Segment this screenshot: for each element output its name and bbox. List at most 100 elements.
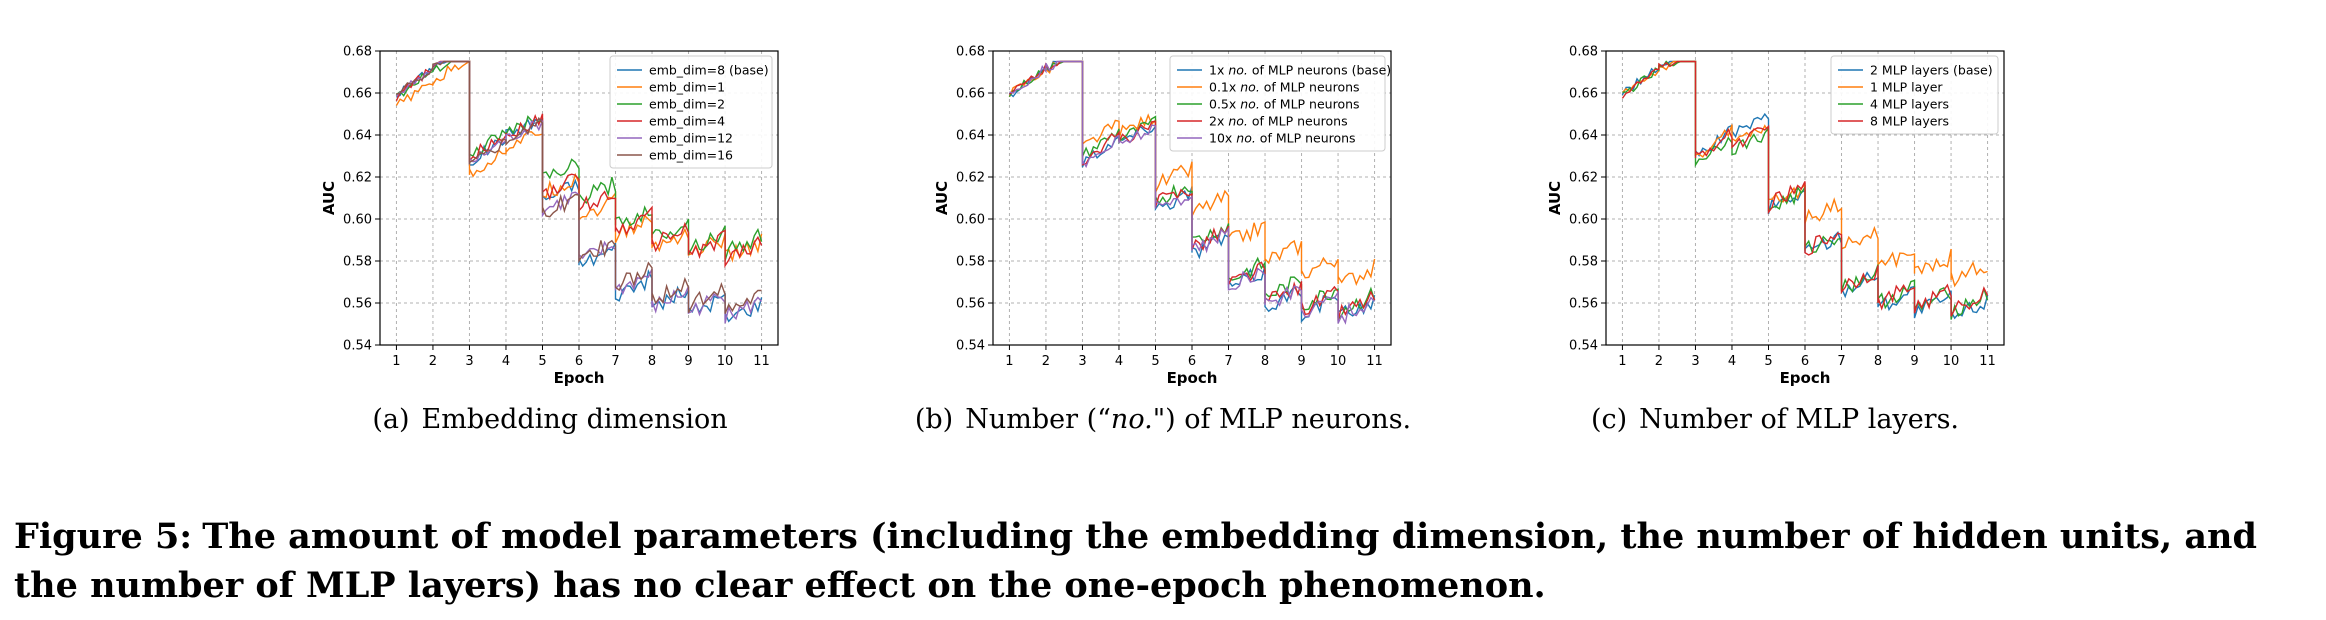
x-tick-label: 8	[1874, 354, 1882, 369]
y-tick-label: 0.54	[1569, 339, 1598, 354]
y-tick-label: 0.68	[343, 45, 372, 60]
plot-frame	[1605, 50, 2005, 346]
legend-entry: emb_dim=8 (base)	[649, 63, 769, 78]
y-tick-label: 0.54	[343, 339, 372, 354]
figure-charts: 1 2 3 4 5 6 7 8 9 10 11 0.54 0.56 0.58 0.60 0.62 0.64 0.6…	[320, 45, 2005, 387]
x-tick-label: 1	[1618, 354, 1626, 369]
x-tick-label: 10	[1330, 354, 1347, 369]
x-axis-label: Epoch	[554, 369, 605, 387]
legend-entry: emb_dim=12	[649, 131, 733, 146]
x-tick-label: 10	[1943, 354, 1960, 369]
x-axis-label: Epoch	[1167, 369, 1218, 387]
legend-entry: 1 MLP layer	[1870, 80, 1943, 95]
legend-entry: 1x no. of MLP neurons (base)	[1209, 63, 1391, 78]
subcaption-b-text-post: ") of MLP neurons.	[1152, 404, 1412, 435]
subcaption-a: (a) Embedding dimension	[372, 404, 727, 435]
y-tick-label: 0.68	[1569, 45, 1598, 60]
y-tick-label: 0.56	[1569, 297, 1598, 312]
x-tick-label: 6	[1801, 354, 1809, 369]
y-tick-label: 0.58	[956, 255, 985, 270]
legend-entry: 0.5x no. of MLP neurons	[1209, 97, 1360, 112]
subcaption-a-label: (a)	[372, 404, 410, 435]
subcaption-c: (c) Number of MLP layers.	[1591, 404, 1959, 435]
y-tick-label: 0.60	[1569, 213, 1598, 228]
x-tick-label: 11	[753, 354, 770, 369]
y-tick-label: 0.64	[1569, 129, 1598, 144]
x-tick-label: 4	[1115, 354, 1123, 369]
subcaption-b: (b) Number (“no.") of MLP neurons.	[915, 404, 1411, 435]
y-tick-label: 0.62	[956, 171, 985, 186]
y-axis-label: AUC	[320, 181, 338, 215]
y-tick-label: 0.60	[343, 213, 372, 228]
x-tick-label: 9	[1910, 354, 1918, 369]
x-tick-label: 7	[1224, 354, 1232, 369]
chart-b: 1 2 3 4 5 6 7 8 9 10 11 0.54 0.56 0.58 0.60 0.62 0.64 0.6…	[933, 45, 1392, 387]
series-line	[396, 60, 762, 314]
y-tick-label: 0.68	[956, 45, 985, 60]
figure-caption: Figure 5: The amount of model parameters …	[14, 512, 2314, 610]
x-tick-label: 5	[538, 354, 546, 369]
plot-frame	[992, 50, 1392, 346]
x-tick-label: 4	[1728, 354, 1736, 369]
plot-frame	[379, 50, 779, 346]
x-tick-label: 8	[648, 354, 656, 369]
x-tick-label: 3	[1691, 354, 1699, 369]
y-tick-label: 0.54	[956, 339, 985, 354]
y-axis-label: AUC	[933, 181, 951, 215]
x-tick-label: 10	[717, 354, 734, 369]
x-tick-label: 5	[1151, 354, 1159, 369]
x-tick-label: 6	[575, 354, 583, 369]
x-tick-label: 11	[1979, 354, 1996, 369]
x-tick-label: 3	[1078, 354, 1086, 369]
y-tick-label: 0.58	[343, 255, 372, 270]
x-tick-label: 2	[1655, 354, 1663, 369]
x-tick-label: 4	[502, 354, 510, 369]
series-line	[1621, 60, 1989, 317]
y-axis-label: AUC	[1546, 181, 1564, 215]
legend-entry: emb_dim=16	[649, 148, 733, 163]
y-tick-label: 0.64	[956, 129, 985, 144]
x-tick-label: 1	[1005, 354, 1013, 369]
x-tick-label: 9	[1297, 354, 1305, 369]
legend-entry: emb_dim=1	[649, 80, 725, 95]
x-tick-label: 7	[1837, 354, 1845, 369]
x-tick-label: 3	[465, 354, 473, 369]
subcaption-b-label: (b)	[914, 404, 954, 435]
x-axis-label: Epoch	[1780, 369, 1831, 387]
chart-a: 1 2 3 4 5 6 7 8 9 10 11 0.54 0.56 0.58 0.60 0.62 0.64 0.6…	[320, 45, 779, 387]
y-tick-label: 0.62	[1569, 171, 1598, 186]
y-tick-label: 0.66	[1569, 87, 1598, 102]
x-tick-label: 5	[1764, 354, 1772, 369]
y-tick-label: 0.58	[1569, 255, 1598, 270]
subcaption-c-text: Number of MLP layers.	[1639, 404, 1960, 435]
y-tick-label: 0.66	[956, 87, 985, 102]
chart-c: 1 2 3 4 5 6 7 8 9 10 11 0.54 0.56 0.58 0.60 0.62 0.64 0.6…	[1546, 45, 2005, 387]
legend-entry: 0.1x no. of MLP neurons	[1209, 80, 1360, 95]
figure-caption-text: The amount of model parameters (includin…	[14, 516, 2257, 606]
y-tick-label: 0.56	[956, 297, 985, 312]
x-tick-label: 9	[684, 354, 692, 369]
subcaption-a-text: Embedding dimension	[421, 404, 728, 435]
y-tick-label: 0.56	[343, 297, 372, 312]
legend-box	[1830, 55, 1999, 135]
subcaption-c-label: (c)	[1590, 404, 1628, 435]
subcaption-b-text-em: no.	[1110, 404, 1153, 435]
x-tick-label: 11	[1366, 354, 1383, 369]
x-tick-label: 7	[611, 354, 619, 369]
y-tick-label: 0.64	[343, 129, 372, 144]
y-tick-label: 0.62	[343, 171, 372, 186]
legend-entry: 2 MLP layers (base)	[1870, 63, 1993, 78]
legend-box	[609, 55, 773, 169]
x-tick-label: 2	[1042, 354, 1050, 369]
subcaption-b-text-pre: Number (“	[965, 404, 1111, 435]
legend-entry: 2x no. of MLP neurons	[1209, 114, 1348, 129]
y-tick-label: 0.60	[956, 213, 985, 228]
legend-entry: 4 MLP layers	[1870, 97, 1949, 112]
x-tick-label: 6	[1188, 354, 1196, 369]
legend-entry: emb_dim=4	[649, 114, 725, 129]
x-tick-label: 8	[1261, 354, 1269, 369]
legend-entry: 10x no. of MLP neurons	[1209, 131, 1356, 146]
x-tick-label: 2	[429, 354, 437, 369]
figure-caption-label: Figure 5:	[14, 516, 193, 557]
y-tick-label: 0.66	[343, 87, 372, 102]
